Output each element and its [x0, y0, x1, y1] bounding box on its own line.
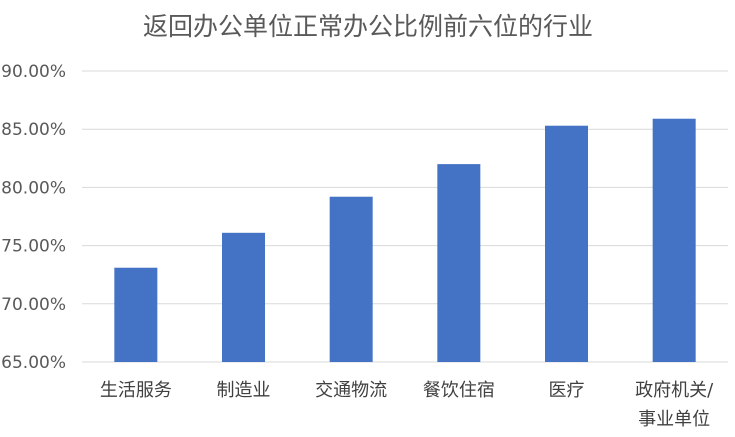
- bar: [329, 196, 373, 362]
- chart-title: 返回办公单位正常办公比例前六位的行业: [143, 12, 593, 41]
- x-tick-label: 医疗: [549, 380, 585, 401]
- bar: [652, 118, 696, 362]
- x-tick-label: 交通物流: [315, 380, 387, 401]
- x-tick-label: 制造业: [217, 380, 271, 401]
- y-tick-label: 70.00%: [1, 295, 66, 315]
- y-tick-label: 80.00%: [1, 178, 66, 198]
- y-tick-label: 65.00%: [1, 353, 66, 373]
- bar: [222, 232, 265, 362]
- gridlines: [82, 70, 728, 363]
- y-tick-label: 75.00%: [1, 237, 66, 257]
- x-tick-label: 政府机关/事业单位: [635, 380, 714, 430]
- x-axis-labels: 生活服务 制造业 交通物流 餐饮住宿 医疗 政府机关/事业单位: [100, 380, 714, 430]
- y-tick-label: 90.00%: [1, 62, 66, 82]
- bars: [114, 118, 696, 362]
- bar: [545, 125, 588, 362]
- x-tick-label: 生活服务: [100, 380, 172, 401]
- y-axis-ticks: 65.00% 70.00% 75.00% 80.00% 85.00% 90.00%: [1, 62, 66, 373]
- y-tick-label: 85.00%: [1, 120, 66, 140]
- x-tick-label: 餐饮住宿: [423, 380, 495, 401]
- bar: [437, 164, 481, 362]
- bar: [114, 267, 158, 362]
